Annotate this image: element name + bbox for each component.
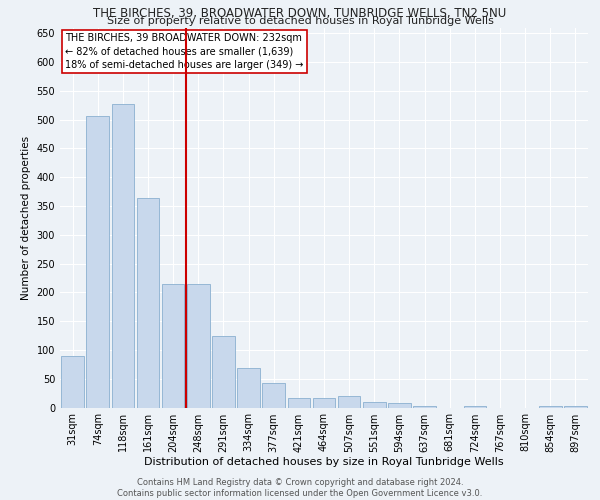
Text: THE BIRCHES, 39 BROADWATER DOWN: 232sqm
← 82% of detached houses are smaller (1,: THE BIRCHES, 39 BROADWATER DOWN: 232sqm … <box>65 33 304 70</box>
X-axis label: Distribution of detached houses by size in Royal Tunbridge Wells: Distribution of detached houses by size … <box>144 458 504 468</box>
Text: Contains HM Land Registry data © Crown copyright and database right 2024.
Contai: Contains HM Land Registry data © Crown c… <box>118 478 482 498</box>
Bar <box>363 402 386 407</box>
Bar <box>86 116 109 408</box>
Y-axis label: Number of detached properties: Number of detached properties <box>21 136 31 300</box>
Bar <box>212 336 235 407</box>
Bar <box>162 284 184 408</box>
Bar <box>539 406 562 407</box>
Text: THE BIRCHES, 39, BROADWATER DOWN, TUNBRIDGE WELLS, TN2 5NU: THE BIRCHES, 39, BROADWATER DOWN, TUNBRI… <box>94 8 506 20</box>
Bar <box>287 398 310 407</box>
Bar <box>338 396 361 407</box>
Text: Size of property relative to detached houses in Royal Tunbridge Wells: Size of property relative to detached ho… <box>107 16 493 26</box>
Bar <box>564 406 587 408</box>
Bar <box>61 356 84 408</box>
Bar <box>413 406 436 407</box>
Bar <box>187 284 209 408</box>
Bar <box>464 406 486 407</box>
Bar <box>262 384 285 407</box>
Bar <box>137 198 160 408</box>
Bar <box>313 398 335 407</box>
Bar <box>237 368 260 408</box>
Bar <box>388 403 411 407</box>
Bar <box>112 104 134 408</box>
